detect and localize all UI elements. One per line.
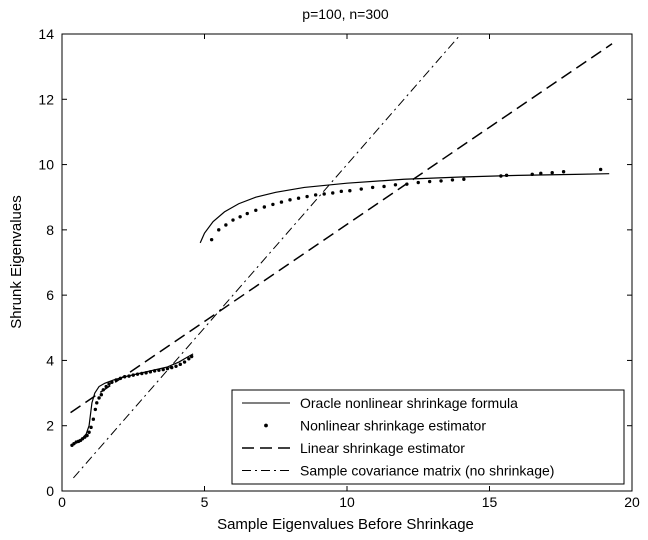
- nonlinear-estimator-point: [427, 179, 432, 184]
- series-line-1-segment-2: [199, 173, 610, 244]
- nonlinear-estimator-point: [91, 417, 96, 421]
- nonlinear-estimator-point: [209, 237, 214, 242]
- nonlinear-estimator-point: [331, 191, 335, 195]
- series-line-3: [70, 43, 613, 414]
- nonlinear-estimator-point: [254, 208, 258, 212]
- nonlinear-estimator-point: [131, 373, 135, 377]
- legend: Oracle nonlinear shrinkage formula Nonlin…: [231, 389, 625, 485]
- nonlinear-estimator-point: [95, 401, 99, 405]
- nonlinear-estimator-point: [262, 205, 267, 209]
- nonlinear-estimator-point: [187, 357, 191, 361]
- nonlinear-estimator-point: [238, 215, 242, 219]
- nonlinear-estimator-point: [530, 172, 534, 177]
- nonlinear-estimator-point: [148, 370, 153, 374]
- nonlinear-estimator-point: [99, 393, 104, 397]
- nonlinear-estimator-point: [174, 364, 178, 368]
- nonlinear-estimator-point: [178, 362, 182, 367]
- nonlinear-estimator-point: [85, 433, 89, 438]
- chart-title: p=100, n=300: [302, 6, 389, 22]
- nonlinear-estimator-point: [348, 188, 352, 193]
- y-tick-label: 14: [38, 26, 54, 42]
- nonlinear-estimator-point: [107, 382, 111, 386]
- nonlinear-estimator-point: [231, 218, 235, 222]
- y-axis-title: Shrunk Eigenvalues: [8, 195, 25, 328]
- y-tick-label: 4: [46, 352, 54, 368]
- y-tick-label: 2: [46, 418, 54, 434]
- nonlinear-estimator-point: [279, 200, 284, 204]
- x-tick-label: 15: [482, 494, 498, 510]
- nonlinear-estimator-point: [87, 430, 91, 434]
- nonlinear-estimator-point: [462, 177, 466, 181]
- nonlinear-estimator-point: [245, 211, 249, 216]
- nonlinear-estimator-point: [97, 396, 101, 400]
- plot-area: [70, 34, 613, 479]
- nonlinear-estimator-point: [110, 380, 114, 384]
- x-tick-label: 10: [339, 494, 355, 510]
- y-tick-label: 6: [46, 287, 54, 303]
- nonlinear-estimator-point: [271, 202, 275, 207]
- legend-label-3: Linear shrinkage estimator: [300, 440, 465, 456]
- series-line-4: [73, 34, 462, 479]
- legend-label-4: Sample covariance matrix (no shrinkage): [300, 463, 554, 479]
- nonlinear-estimator-point: [182, 360, 187, 364]
- nonlinear-estimator-point: [189, 354, 194, 359]
- legend-marker-2: [264, 423, 268, 428]
- y-tick-label: 12: [38, 91, 54, 107]
- nonlinear-estimator-point: [561, 170, 566, 174]
- nonlinear-estimator-point: [598, 167, 603, 172]
- nonlinear-estimator-point: [313, 193, 318, 197]
- nonlinear-estimator-point: [499, 174, 503, 178]
- x-tick-label: 5: [201, 494, 209, 510]
- nonlinear-estimator-point: [450, 178, 455, 182]
- nonlinear-estimator-point: [224, 223, 228, 227]
- y-tick-label: 8: [46, 222, 54, 238]
- nonlinear-estimator-point: [135, 372, 140, 376]
- nonlinear-estimator-point: [288, 198, 292, 202]
- nonlinear-estimator-point: [305, 194, 309, 199]
- nonlinear-estimator-point: [370, 185, 375, 190]
- nonlinear-estimator-point: [161, 367, 165, 372]
- nonlinear-estimator-point: [89, 425, 93, 430]
- nonlinear-estimator-point: [416, 180, 420, 185]
- x-tick-label: 20: [624, 494, 640, 510]
- nonlinear-estimator-point: [504, 173, 509, 178]
- nonlinear-estimator-point: [93, 407, 98, 412]
- y-tick-label: 10: [38, 157, 54, 173]
- nonlinear-estimator-point: [157, 368, 161, 372]
- x-axis-title: Sample Eigenvalues Before Shrinkage: [217, 516, 474, 533]
- nonlinear-estimator-point: [140, 371, 144, 376]
- nonlinear-estimator-point: [217, 228, 221, 232]
- legend-box: [231, 389, 625, 485]
- nonlinear-estimator-point: [144, 371, 148, 375]
- nonlinear-estimator-point: [539, 171, 543, 176]
- nonlinear-estimator-point: [296, 196, 301, 200]
- y-tick-label: 0: [46, 483, 54, 499]
- nonlinear-estimator-point: [439, 179, 443, 183]
- nonlinear-estimator-point: [359, 187, 363, 191]
- axis-ticks: 0 5 10 15 20 0 2 4 6 8 10 12 14: [38, 26, 640, 510]
- nonlinear-estimator-point: [127, 374, 131, 378]
- nonlinear-estimator-point: [152, 369, 157, 373]
- nonlinear-estimator-point: [339, 189, 343, 194]
- legend-label-2: Nonlinear shrinkage estimator: [300, 418, 486, 434]
- nonlinear-estimator-point: [550, 171, 554, 175]
- nonlinear-estimator-point: [393, 183, 398, 187]
- nonlinear-estimator-point: [322, 192, 326, 196]
- x-tick-label: 0: [58, 494, 66, 510]
- nonlinear-estimator-point: [382, 184, 386, 189]
- nonlinear-estimator-point: [165, 366, 170, 371]
- legend-label-1: Oracle nonlinear shrinkage formula: [300, 395, 518, 411]
